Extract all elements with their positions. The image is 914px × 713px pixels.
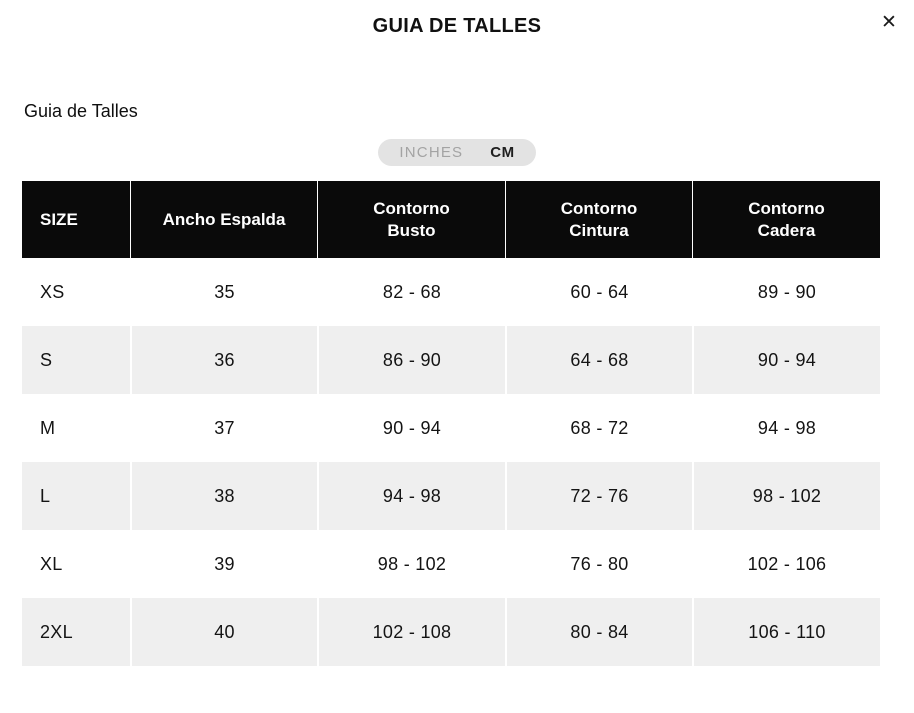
cell-contorno-cadera: 98 - 102 [692, 462, 880, 530]
table-row: XS 35 82 - 68 60 - 64 89 - 90 [22, 258, 880, 326]
table-row: S 36 86 - 90 64 - 68 90 - 94 [22, 326, 880, 394]
cell-contorno-cintura: 76 - 80 [505, 530, 692, 598]
cell-contorno-busto: 82 - 68 [317, 258, 505, 326]
header-contorno-cintura-label: Contorno Cintura [560, 199, 638, 240]
close-icon[interactable]: ✕ [874, 8, 904, 38]
header-contorno-cadera: Contorno Cadera [692, 181, 880, 258]
table-header-row: SIZE Ancho Espalda Contorno Busto Contor… [22, 181, 880, 258]
cell-size: L [22, 462, 130, 530]
section-subtitle: Guia de Talles [24, 101, 138, 121]
header-contorno-busto: Contorno Busto [317, 181, 505, 258]
table-row: M 37 90 - 94 68 - 72 94 - 98 [22, 394, 880, 462]
cell-ancho-espalda: 35 [130, 258, 317, 326]
cell-ancho-espalda: 40 [130, 598, 317, 666]
table-header: SIZE Ancho Espalda Contorno Busto Contor… [22, 181, 880, 258]
cell-contorno-cadera: 106 - 110 [692, 598, 880, 666]
cell-ancho-espalda: 38 [130, 462, 317, 530]
header-contorno-busto-label: Contorno Busto [373, 199, 450, 240]
cell-ancho-espalda: 37 [130, 394, 317, 462]
cell-contorno-cintura: 60 - 64 [505, 258, 692, 326]
cell-contorno-cadera: 89 - 90 [692, 258, 880, 326]
cell-contorno-cintura: 72 - 76 [505, 462, 692, 530]
cell-contorno-busto: 102 - 108 [317, 598, 505, 666]
cell-size: XS [22, 258, 130, 326]
cell-contorno-cadera: 94 - 98 [692, 394, 880, 462]
size-guide-table: SIZE Ancho Espalda Contorno Busto Contor… [22, 181, 880, 666]
cell-contorno-busto: 86 - 90 [317, 326, 505, 394]
cell-size: XL [22, 530, 130, 598]
cell-ancho-espalda: 39 [130, 530, 317, 598]
modal-title: GUIA DE TALLES [372, 15, 542, 37]
cell-size: 2XL [22, 598, 130, 666]
header-contorno-cintura: Contorno Cintura [505, 181, 692, 258]
cell-contorno-busto: 90 - 94 [317, 394, 505, 462]
cell-contorno-cintura: 68 - 72 [505, 394, 692, 462]
cell-contorno-cadera: 90 - 94 [692, 326, 880, 394]
unit-option-inches[interactable]: INCHES [399, 144, 464, 161]
cell-contorno-busto: 94 - 98 [317, 462, 505, 530]
cell-ancho-espalda: 36 [130, 326, 317, 394]
cell-contorno-cintura: 80 - 84 [505, 598, 692, 666]
table-body: XS 35 82 - 68 60 - 64 89 - 90 S 36 86 - … [22, 258, 880, 666]
unit-option-cm[interactable]: CM [490, 144, 515, 161]
table-row: XL 39 98 - 102 76 - 80 102 - 106 [22, 530, 880, 598]
header-ancho-espalda: Ancho Espalda [130, 181, 317, 258]
cell-contorno-cadera: 102 - 106 [692, 530, 880, 598]
header-size: SIZE [22, 181, 130, 258]
unit-toggle[interactable]: INCHES CM [378, 139, 536, 166]
table-row: L 38 94 - 98 72 - 76 98 - 102 [22, 462, 880, 530]
cell-contorno-busto: 98 - 102 [317, 530, 505, 598]
cell-contorno-cintura: 64 - 68 [505, 326, 692, 394]
header-contorno-cadera-label: Contorno Cadera [748, 199, 825, 240]
unit-toggle-row: INCHES CM [0, 139, 914, 166]
cell-size: S [22, 326, 130, 394]
cell-size: M [22, 394, 130, 462]
table-row: 2XL 40 102 - 108 80 - 84 106 - 110 [22, 598, 880, 666]
